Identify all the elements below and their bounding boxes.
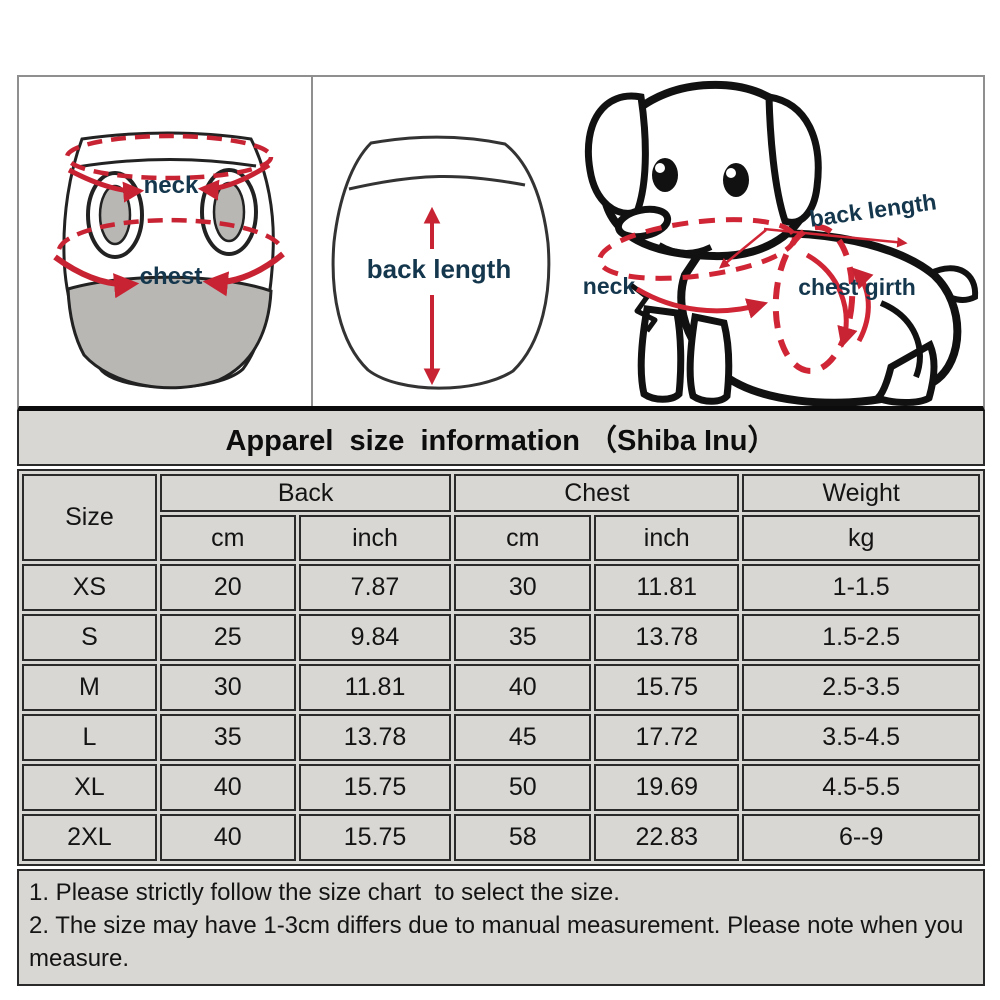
garment-neck-label: neck [144, 172, 199, 199]
table-row-s: S 25 9.84 35 13.78 1.5-2.5 [22, 614, 980, 661]
notes-box: 1. Please strictly follow the size chart… [17, 869, 985, 987]
garment-chest-label: chest [140, 263, 203, 290]
unit-chest-cm: cm [454, 515, 592, 561]
unit-back-inch: inch [298, 515, 452, 561]
cell-chest-cm: 50 [454, 764, 592, 811]
dog-illustration: neck back length chest girth [583, 80, 979, 406]
dog-back-length-line-2 [718, 229, 767, 269]
neck-measure-dashed-line [64, 133, 274, 181]
cell-back-cm: 20 [159, 564, 296, 611]
cell-back-cm: 25 [159, 614, 296, 661]
unit-weight-kg: kg [742, 515, 980, 561]
col-header-chest: Chest [454, 474, 740, 512]
cell-back-inch: 7.87 [298, 564, 452, 611]
cell-chest-inch: 17.72 [594, 714, 740, 761]
cell-size: S [22, 614, 157, 661]
chest-arrow-left [53, 254, 140, 299]
cell-chest-inch: 22.83 [594, 814, 740, 861]
cell-back-inch: 15.75 [298, 814, 452, 861]
table-header-row-groups: Size Back Chest Weight [22, 474, 980, 561]
cell-chest-inch: 11.81 [594, 564, 740, 611]
size-table: Size Back Chest Weight cm inch cm inch k… [17, 469, 985, 866]
cell-back-inch: 11.81 [298, 664, 452, 711]
note-1: 1. Please strictly follow the size chart… [29, 879, 620, 906]
content-frame: neck chest back length [17, 75, 985, 987]
cell-back-cm: 35 [159, 714, 296, 761]
neck-arrow-right [197, 162, 271, 201]
cell-chest-cm: 35 [454, 614, 592, 661]
chest-arrow-right [202, 251, 285, 297]
table-header-row-units: cm inch cm inch kg [22, 515, 980, 561]
cell-back-cm: 40 [159, 764, 296, 811]
cell-size: L [22, 714, 157, 761]
cell-weight: 1.5-2.5 [742, 614, 980, 661]
cell-back-inch: 15.75 [298, 764, 452, 811]
cell-size: XS [22, 564, 157, 611]
cell-chest-cm: 30 [454, 564, 592, 611]
cell-size: 2XL [22, 814, 157, 861]
neck-arrow-left [67, 167, 145, 203]
table-row-xs: XS 20 7.87 30 11.81 1-1.5 [22, 564, 980, 611]
cell-weight: 3.5-4.5 [742, 714, 980, 761]
measurement-diagram: neck chest back length [53, 77, 979, 406]
note-2: 2. The size may have 1-3cm differs due t… [29, 912, 970, 973]
cell-back-cm: 30 [159, 664, 296, 711]
measurement-illustration-panel: neck chest back length [17, 75, 985, 411]
unit-back-cm: cm [159, 515, 296, 561]
cell-weight: 2.5-3.5 [742, 664, 980, 711]
cell-back-inch: 13.78 [298, 714, 452, 761]
cell-weight: 1-1.5 [742, 564, 980, 611]
cell-size: XL [22, 764, 157, 811]
dog-chest-girth-dashed-line [772, 224, 856, 374]
cell-chest-inch: 19.69 [594, 764, 740, 811]
table-row-2xl: 2XL 40 15.75 58 22.83 6--9 [22, 814, 980, 861]
unit-chest-inch: inch [594, 515, 740, 561]
garment-back-length-label: back length [367, 254, 511, 284]
garment-back-view-illustration: back length [331, 135, 551, 390]
dog-ear-right [765, 92, 822, 226]
dog-ear-left [584, 92, 649, 217]
cell-weight: 4.5-5.5 [742, 764, 980, 811]
col-header-size: Size [22, 474, 157, 561]
cell-back-inch: 9.84 [298, 614, 452, 661]
cell-chest-inch: 13.78 [594, 614, 740, 661]
dog-chest-arrow-down [805, 252, 858, 349]
dog-chest-arrow-up [851, 267, 874, 343]
table-row-m: M 30 11.81 40 15.75 2.5-3.5 [22, 664, 980, 711]
dog-back-length-label: back length [808, 188, 938, 232]
dog-neck-arrow [635, 286, 769, 319]
cell-weight: 6--9 [742, 814, 980, 861]
table-row-xl: XL 40 15.75 50 19.69 4.5-5.5 [22, 764, 980, 811]
table-row-l: L 35 13.78 45 17.72 3.5-4.5 [22, 714, 980, 761]
dog-back-length-line [763, 227, 908, 248]
cell-chest-inch: 15.75 [594, 664, 740, 711]
dog-chest-girth-label: chest girth [798, 274, 916, 300]
cell-chest-cm: 40 [454, 664, 592, 711]
cell-chest-cm: 45 [454, 714, 592, 761]
col-header-back: Back [159, 474, 452, 512]
col-header-weight: Weight [742, 474, 980, 512]
dog-neck-label: neck [583, 273, 636, 299]
garment-top-view-illustration: neck chest [53, 131, 285, 390]
size-chart-title: Apparel size information （Shiba Inu） [17, 411, 985, 466]
cell-chest-cm: 58 [454, 814, 592, 861]
cell-back-cm: 40 [159, 814, 296, 861]
cell-size: M [22, 664, 157, 711]
